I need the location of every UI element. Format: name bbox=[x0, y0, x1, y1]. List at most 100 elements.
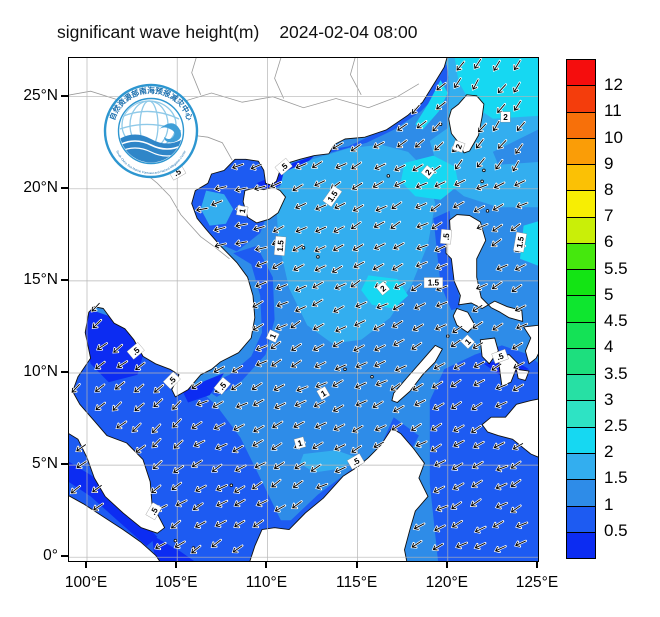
wave-direction-arrow bbox=[472, 204, 486, 214]
wave-direction-arrow bbox=[230, 163, 245, 171]
wave-direction-arrow bbox=[191, 502, 204, 511]
wave-direction-arrow bbox=[433, 244, 447, 253]
wave-direction-arrow bbox=[271, 261, 284, 270]
islet bbox=[316, 255, 320, 259]
wave-direction-arrow bbox=[473, 525, 487, 534]
svg-text:.5: .5 bbox=[172, 167, 183, 178]
lat-tick bbox=[61, 555, 68, 558]
wave-direction-arrow bbox=[497, 83, 508, 94]
wave-direction-arrow bbox=[210, 538, 222, 548]
wave-height-map: .51.51.51.52221.5211.5.5.5.51.5.51.51.5 … bbox=[69, 58, 538, 561]
wave-direction-arrow bbox=[411, 323, 425, 332]
wave-direction-arrow bbox=[415, 222, 429, 230]
wave-direction-arrow bbox=[473, 58, 482, 70]
wave-direction-arrow bbox=[150, 484, 162, 494]
wave-direction-arrow bbox=[312, 343, 325, 352]
wave-direction-arrow bbox=[311, 298, 324, 308]
lat-tick bbox=[61, 94, 68, 97]
wave-direction-arrow bbox=[452, 362, 466, 371]
land-sumatra bbox=[69, 495, 161, 561]
wave-direction-arrow bbox=[293, 461, 306, 471]
contour-label: .5 bbox=[491, 348, 509, 364]
wave-direction-arrow bbox=[373, 242, 386, 251]
wave-direction-arrow bbox=[373, 360, 386, 369]
wave-direction-arrow bbox=[393, 282, 406, 291]
wave-direction-arrow bbox=[351, 182, 364, 191]
lat-tick-label: 0° bbox=[43, 547, 58, 565]
wave-direction-arrow bbox=[350, 444, 363, 454]
contour-label: 1.5 bbox=[513, 231, 527, 253]
wave-direction-arrow bbox=[475, 223, 489, 231]
wave-direction-arrow bbox=[391, 302, 405, 312]
wave-direction-arrow bbox=[372, 323, 385, 332]
wave-direction-arrow bbox=[333, 466, 347, 474]
colorbar-tick-label: 12 bbox=[604, 75, 623, 95]
wave-direction-arrow bbox=[314, 381, 328, 390]
contour-label: 2 bbox=[451, 139, 466, 153]
wave-direction-arrow bbox=[334, 162, 348, 171]
wave-direction-arrow bbox=[270, 478, 282, 489]
wave-direction-arrow bbox=[171, 418, 182, 429]
wave-direction-arrow bbox=[473, 542, 487, 550]
wave-direction-arrow bbox=[493, 545, 507, 553]
wave-direction-arrow bbox=[252, 224, 266, 233]
lon-tick bbox=[536, 561, 538, 568]
wave-direction-arrow bbox=[190, 421, 203, 430]
wave-direction-arrow bbox=[173, 540, 186, 549]
wave-direction-arrow bbox=[312, 322, 325, 332]
islet bbox=[482, 168, 486, 173]
wave-direction-arrow bbox=[272, 225, 285, 234]
wave-direction-arrow bbox=[496, 102, 507, 114]
wave-direction-arrow bbox=[291, 479, 304, 489]
lon-tick-label: 100°E bbox=[64, 574, 108, 591]
wave-direction-arrow bbox=[269, 181, 283, 189]
wave-direction-arrow bbox=[389, 382, 402, 392]
svg-text:1.5: 1.5 bbox=[515, 235, 526, 248]
wave-direction-arrow bbox=[273, 402, 287, 410]
lat-tick-label: 5°N bbox=[31, 455, 58, 473]
wave-direction-arrow bbox=[516, 120, 526, 132]
wave-direction-arrow bbox=[233, 519, 246, 529]
wave-direction-arrow bbox=[454, 541, 469, 550]
lon-tick-label: 110°E bbox=[245, 574, 288, 591]
wave-direction-arrow bbox=[272, 383, 286, 392]
wave-direction-arrow bbox=[495, 263, 509, 272]
wave-direction-arrow bbox=[434, 263, 448, 271]
lat-tick bbox=[61, 186, 68, 189]
wave-direction-arrow bbox=[435, 81, 447, 92]
sea-patch bbox=[520, 221, 538, 266]
wave-direction-arrow bbox=[233, 485, 246, 494]
wave-direction-arrow bbox=[433, 524, 446, 533]
wave-direction-arrow bbox=[432, 362, 446, 371]
wave-direction-arrow bbox=[314, 421, 327, 430]
wave-direction-arrow bbox=[234, 239, 248, 247]
colorbar-segment bbox=[567, 137, 595, 165]
svg-text:.5: .5 bbox=[149, 506, 160, 517]
wave-direction-arrow bbox=[252, 398, 265, 408]
wave-direction-arrow bbox=[509, 460, 522, 470]
wave-direction-arrow bbox=[430, 443, 442, 453]
wave-direction-arrow bbox=[494, 401, 508, 409]
lon-tick-label: 115°E bbox=[335, 574, 378, 591]
wave-direction-arrow bbox=[471, 460, 484, 470]
colorbar-segment bbox=[567, 60, 595, 86]
wave-direction-arrow bbox=[494, 383, 508, 391]
sea-patch bbox=[433, 210, 461, 311]
wave-direction-arrow bbox=[171, 400, 182, 411]
islet bbox=[485, 209, 490, 213]
wave-direction-arrow bbox=[275, 301, 289, 309]
colorbar-tick-label: 1 bbox=[604, 494, 614, 514]
wave-direction-arrow bbox=[210, 463, 223, 473]
colorbar-tick-label: 5.5 bbox=[604, 258, 628, 278]
wave-direction-arrow bbox=[510, 283, 523, 293]
wave-direction-arrow bbox=[373, 162, 387, 171]
wave-direction-arrow bbox=[172, 465, 185, 474]
islet bbox=[386, 174, 391, 178]
islet bbox=[370, 374, 374, 379]
lon-tick bbox=[265, 561, 268, 568]
wave-direction-arrow bbox=[415, 120, 428, 129]
wave-direction-arrow bbox=[153, 383, 165, 394]
colorbar-segment bbox=[567, 452, 595, 480]
land-mindoro bbox=[452, 308, 476, 333]
wave-direction-arrow bbox=[452, 200, 465, 210]
